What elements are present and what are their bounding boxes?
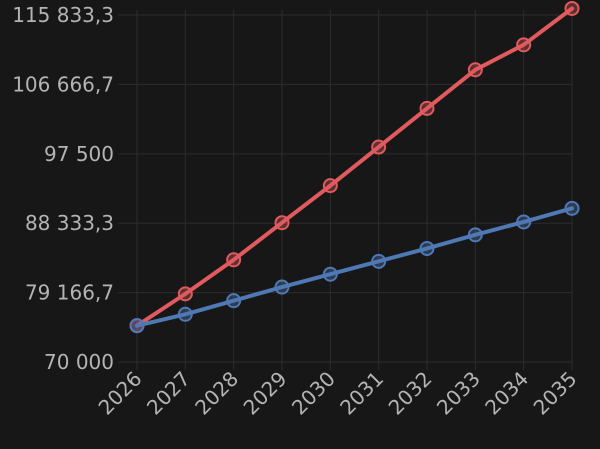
grid (118, 10, 573, 370)
x-tick-label: 2029 (239, 367, 292, 420)
series-1 (129, 0, 580, 334)
x-tick-label: 2035 (529, 367, 582, 420)
data-point (564, 200, 580, 216)
x-tick-label: 2028 (190, 367, 243, 420)
series-2 (129, 200, 580, 334)
data-point (274, 215, 290, 231)
series-line (135, 206, 574, 328)
data-point (419, 100, 435, 116)
data-point (177, 286, 193, 302)
x-tick-label: 2031 (335, 367, 388, 420)
data-point (516, 214, 532, 230)
data-point (419, 240, 435, 256)
data-point (226, 252, 242, 268)
y-tick-label: 106 666,7 (12, 72, 114, 96)
y-tick-label: 97 500 (44, 142, 114, 166)
data-point (129, 318, 145, 334)
series-layer (129, 0, 580, 334)
y-tick-label: 88 333,3 (25, 211, 114, 235)
x-tick-label: 2026 (94, 367, 147, 420)
data-point (564, 0, 580, 16)
data-point (371, 139, 387, 155)
data-point (226, 293, 242, 309)
y-axis-ticks: 70 000 79 166,7 88 333,3 97 500 106 666,7 115… (12, 3, 114, 374)
y-tick-label: 79 166,7 (25, 281, 114, 305)
data-point (467, 62, 483, 78)
x-tick-label: 2034 (480, 367, 533, 420)
y-tick-label: 115 833,3 (12, 3, 114, 27)
data-point (371, 253, 387, 269)
x-tick-label: 2030 (287, 367, 340, 420)
data-point (177, 306, 193, 322)
data-point (274, 279, 290, 295)
x-tick-label: 2027 (142, 367, 195, 420)
data-point (516, 37, 532, 53)
y-tick-label: 70 000 (44, 350, 114, 374)
series-line (135, 6, 574, 328)
data-point (322, 266, 338, 282)
data-point (467, 227, 483, 243)
data-point (322, 178, 338, 194)
x-tick-label: 2033 (432, 367, 485, 420)
x-tick-label: 2032 (384, 367, 437, 420)
